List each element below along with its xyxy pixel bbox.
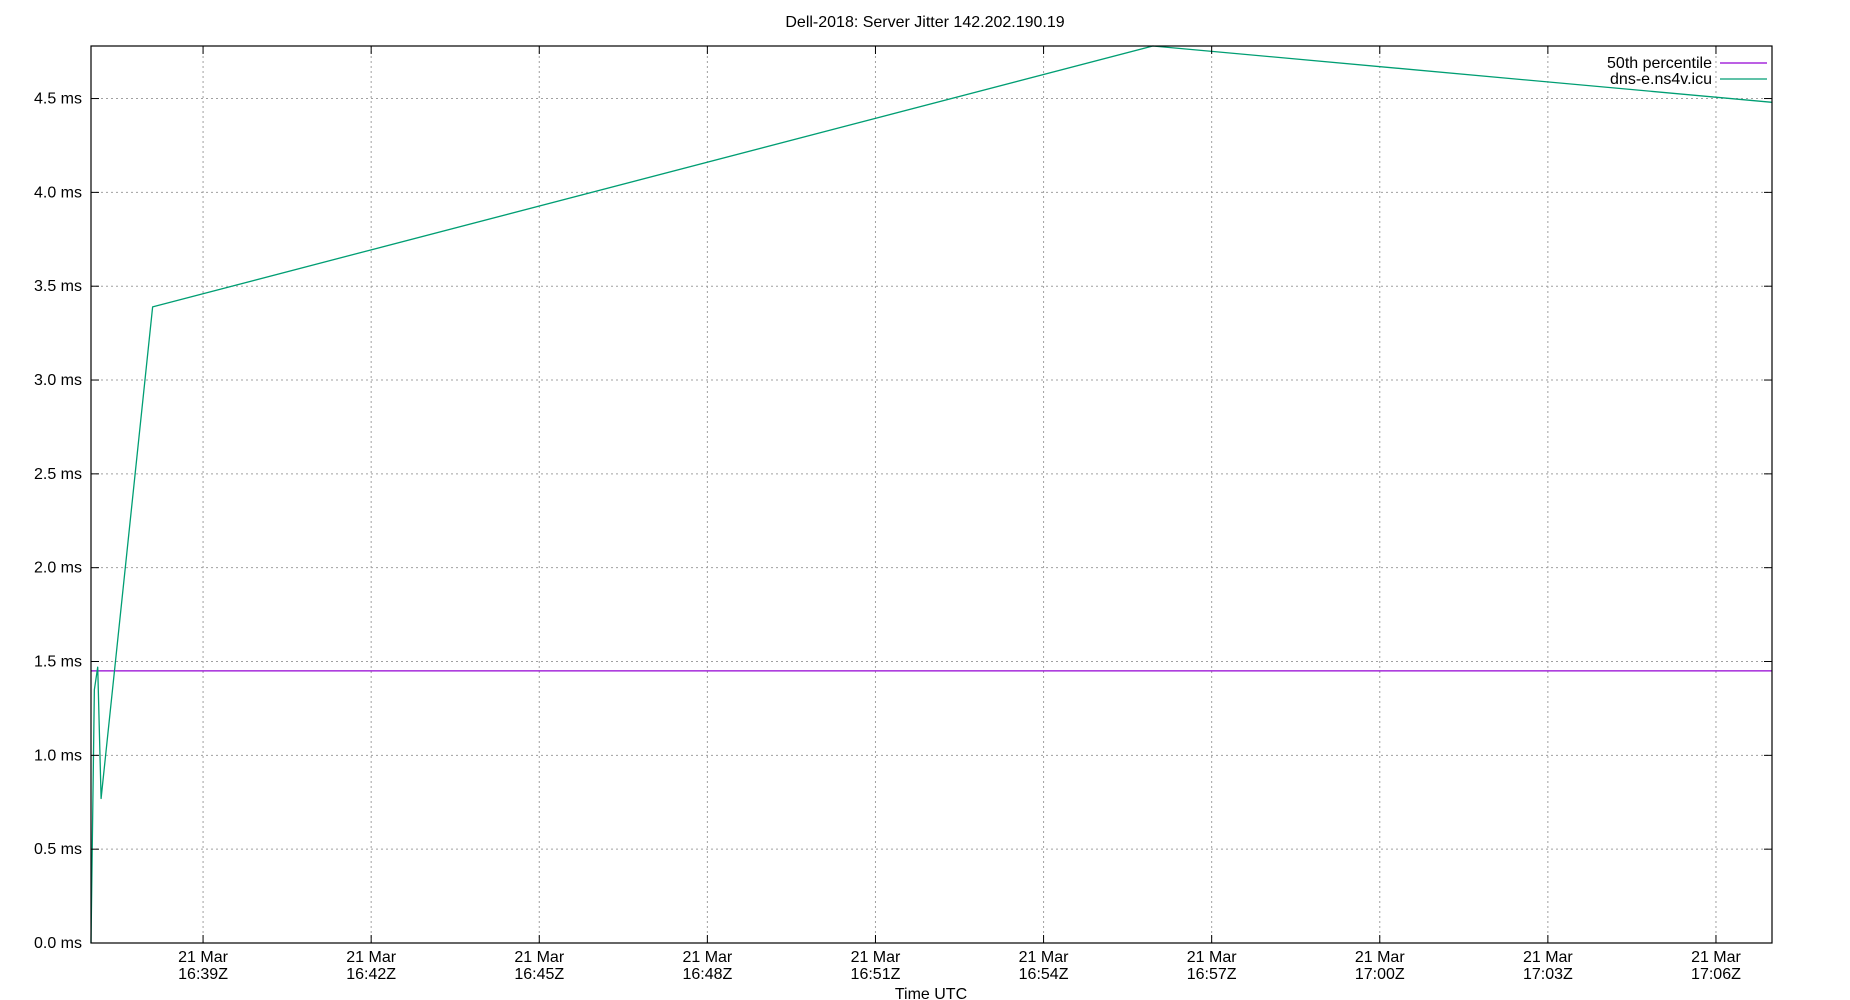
series-line-1 [90, 45, 1773, 944]
x-tick-date-label: 21 Mar [682, 949, 732, 966]
x-tick-date-label: 21 Mar [178, 949, 228, 966]
series-layer [90, 45, 1773, 944]
x-tick-date-label: 21 Mar [1523, 949, 1573, 966]
y-tick-label: 3.5 ms [34, 278, 82, 295]
x-tick-date-label: 21 Mar [346, 949, 396, 966]
y-axis-ticks: 0.0 ms 0.5 ms 1.0 ms 1.5 ms 2.0 ms 2.5 ms 3.0 … [34, 91, 1772, 952]
y-tick-label: 1.0 ms [34, 747, 82, 764]
x-tick-time-label: 17:00Z [1355, 966, 1405, 983]
x-tick-time-label: 16:54Z [1019, 966, 1069, 983]
legend-label: dns-e.ns4v.icu [1610, 71, 1712, 88]
y-tick-label: 3.0 ms [34, 372, 82, 389]
x-tick-date-label: 21 Mar [1019, 949, 1069, 966]
x-tick-time-label: 16:48Z [682, 966, 732, 983]
y-tick-label: 4.0 ms [34, 184, 82, 201]
x-tick-time-label: 16:57Z [1187, 966, 1237, 983]
x-axis-label: Time UTC [895, 986, 967, 1000]
x-tick-time-label: 16:45Z [514, 966, 564, 983]
x-tick-time-label: 16:39Z [178, 966, 228, 983]
x-tick-date-label: 21 Mar [1355, 949, 1405, 966]
x-tick-time-label: 16:42Z [346, 966, 396, 983]
x-tick-date-label: 21 Mar [1691, 949, 1741, 966]
x-tick-time-label: 16:51Z [851, 966, 901, 983]
x-tick-time-label: 17:06Z [1691, 966, 1741, 983]
y-tick-label: 0.0 ms [34, 935, 82, 952]
grid-layer [91, 46, 1772, 943]
chart-title: Dell-2018: Server Jitter 142.202.190.19 [785, 14, 1064, 31]
x-tick-time-label: 17:03Z [1523, 966, 1573, 983]
y-tick-label: 2.0 ms [34, 560, 82, 577]
x-tick-date-label: 21 Mar [514, 949, 564, 966]
legend-label: 50th percentile [1607, 55, 1712, 72]
x-tick-date-label: 21 Mar [1187, 949, 1237, 966]
x-tick-date-label: 21 Mar [851, 949, 901, 966]
y-tick-label: 1.5 ms [34, 654, 82, 671]
plot-frame [90, 45, 1773, 944]
y-tick-label: 4.5 ms [34, 91, 82, 108]
y-tick-label: 2.5 ms [34, 466, 82, 483]
y-tick-label: 0.5 ms [34, 841, 82, 858]
